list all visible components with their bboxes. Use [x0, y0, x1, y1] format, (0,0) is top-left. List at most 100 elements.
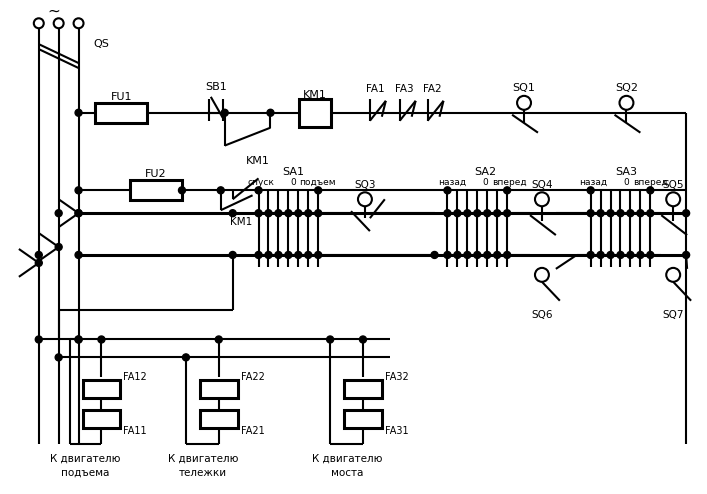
Text: К двигателю: К двигателю	[50, 454, 121, 464]
Circle shape	[315, 187, 322, 194]
Text: подъема: подъема	[62, 468, 110, 478]
Text: вперед: вперед	[633, 178, 667, 187]
Circle shape	[637, 210, 644, 217]
Bar	[130, 180, 182, 200]
Circle shape	[444, 251, 451, 258]
Circle shape	[267, 109, 274, 116]
Circle shape	[607, 210, 614, 217]
Circle shape	[588, 251, 594, 258]
Circle shape	[627, 210, 634, 217]
Circle shape	[503, 210, 510, 217]
Bar	[83, 380, 120, 398]
Circle shape	[627, 251, 634, 258]
Text: FU2: FU2	[146, 169, 167, 179]
Circle shape	[503, 251, 510, 258]
Text: назад: назад	[438, 178, 467, 187]
Text: FU1: FU1	[110, 92, 132, 102]
Circle shape	[285, 251, 292, 258]
Circle shape	[484, 251, 491, 258]
Text: 0: 0	[624, 178, 629, 187]
Circle shape	[588, 187, 594, 194]
Circle shape	[607, 251, 614, 258]
Text: FA31: FA31	[385, 426, 409, 436]
Text: KM1: KM1	[245, 157, 269, 166]
Circle shape	[229, 251, 236, 258]
Circle shape	[431, 251, 438, 258]
Circle shape	[444, 210, 451, 217]
Circle shape	[216, 336, 222, 343]
Circle shape	[55, 244, 62, 250]
Circle shape	[597, 210, 604, 217]
Circle shape	[647, 187, 654, 194]
Circle shape	[474, 210, 481, 217]
Circle shape	[647, 251, 654, 258]
Text: 0: 0	[291, 178, 296, 187]
Text: FA21: FA21	[240, 426, 264, 436]
Text: SQ1: SQ1	[513, 83, 535, 93]
Circle shape	[75, 187, 82, 194]
Circle shape	[182, 354, 189, 361]
Text: SQ4: SQ4	[531, 180, 553, 190]
Text: SA2: SA2	[474, 167, 496, 177]
Text: FA32: FA32	[385, 372, 409, 382]
Text: моста: моста	[331, 468, 363, 478]
Circle shape	[493, 251, 501, 258]
Circle shape	[75, 109, 82, 116]
Text: SA1: SA1	[282, 167, 304, 177]
Circle shape	[683, 251, 689, 258]
Text: FA1: FA1	[366, 84, 384, 94]
Circle shape	[98, 336, 105, 343]
Text: SQ5: SQ5	[662, 180, 684, 190]
Circle shape	[315, 251, 322, 258]
Circle shape	[617, 210, 624, 217]
Text: спуск: спуск	[247, 178, 274, 187]
Text: FA12: FA12	[123, 372, 147, 382]
Circle shape	[265, 251, 272, 258]
Circle shape	[35, 259, 42, 266]
Text: FA2: FA2	[423, 84, 442, 94]
Text: SQ3: SQ3	[354, 180, 375, 190]
Circle shape	[35, 336, 42, 343]
Circle shape	[503, 187, 510, 194]
Circle shape	[229, 210, 236, 217]
Circle shape	[295, 210, 302, 217]
Circle shape	[315, 210, 322, 217]
Circle shape	[493, 210, 501, 217]
Circle shape	[217, 187, 224, 194]
Circle shape	[75, 210, 82, 217]
Circle shape	[55, 354, 62, 361]
Circle shape	[588, 210, 594, 217]
Circle shape	[178, 187, 185, 194]
Bar	[299, 99, 331, 126]
Text: ~: ~	[47, 4, 60, 19]
Circle shape	[617, 251, 624, 258]
Bar	[95, 103, 147, 123]
Circle shape	[327, 336, 334, 343]
Text: KM1: KM1	[230, 217, 252, 227]
Text: FA3: FA3	[395, 84, 414, 94]
Circle shape	[285, 210, 292, 217]
Text: FA22: FA22	[240, 372, 264, 382]
Circle shape	[55, 210, 62, 217]
Circle shape	[295, 251, 302, 258]
Circle shape	[474, 251, 481, 258]
Circle shape	[359, 336, 366, 343]
Circle shape	[637, 251, 644, 258]
Circle shape	[597, 251, 604, 258]
Text: SQ6: SQ6	[531, 310, 553, 320]
Bar	[200, 410, 238, 428]
Circle shape	[255, 251, 262, 258]
Circle shape	[484, 210, 491, 217]
Text: назад: назад	[580, 178, 608, 187]
Circle shape	[265, 210, 272, 217]
Text: К двигателю: К двигателю	[312, 454, 382, 464]
Circle shape	[75, 210, 82, 217]
Text: SA3: SA3	[616, 167, 638, 177]
Text: KM1: KM1	[303, 90, 327, 100]
Circle shape	[75, 336, 82, 343]
Circle shape	[75, 336, 82, 343]
Text: 0: 0	[482, 178, 488, 187]
Circle shape	[275, 210, 282, 217]
Text: FA11: FA11	[123, 426, 147, 436]
Bar	[344, 380, 382, 398]
